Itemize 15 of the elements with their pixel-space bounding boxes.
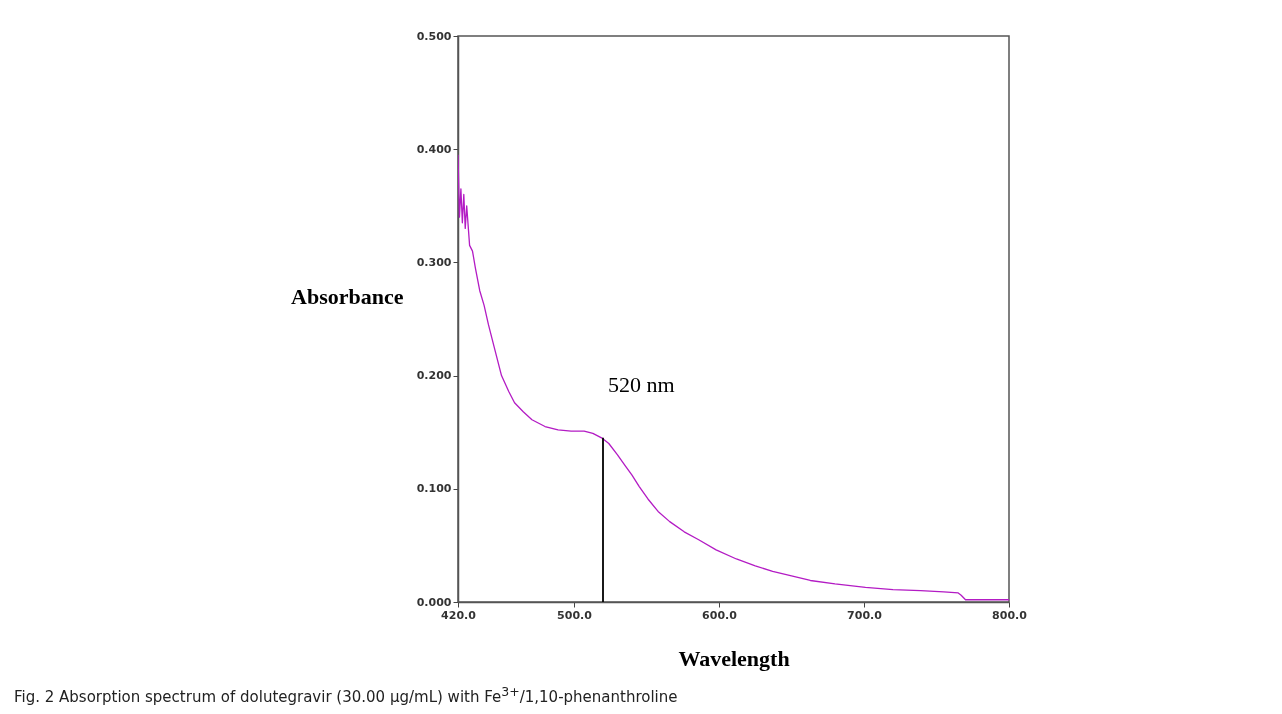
- y-tick-label: 0.300: [416, 255, 452, 269]
- x-tick-label: 800.0: [992, 608, 1028, 622]
- x-tick-label: 500.0: [557, 608, 593, 622]
- x-axis-title: Wavelength: [678, 645, 790, 671]
- caption: Fig. 2 Absorption spectrum of dolutegravir (30.00 µg/mL) with Fe$^{3+}$/1,10-phenanthroline: [14, 684, 678, 706]
- y-tick-label: 0.000: [416, 595, 452, 609]
- x-tick-label: 420.0: [441, 608, 477, 622]
- y-tick-label: 0.400: [416, 142, 452, 156]
- annotation: 520 nm: [608, 372, 675, 398]
- y-tick-label: 0.100: [416, 482, 452, 496]
- y-axis-title: Absorbance: [291, 283, 404, 309]
- x-tick-label: 700.0: [847, 608, 883, 622]
- y-tick-label: 0.200: [416, 369, 452, 383]
- y-tick-label: 0.500: [416, 29, 452, 43]
- x-tick-label: 600.0: [702, 608, 738, 622]
